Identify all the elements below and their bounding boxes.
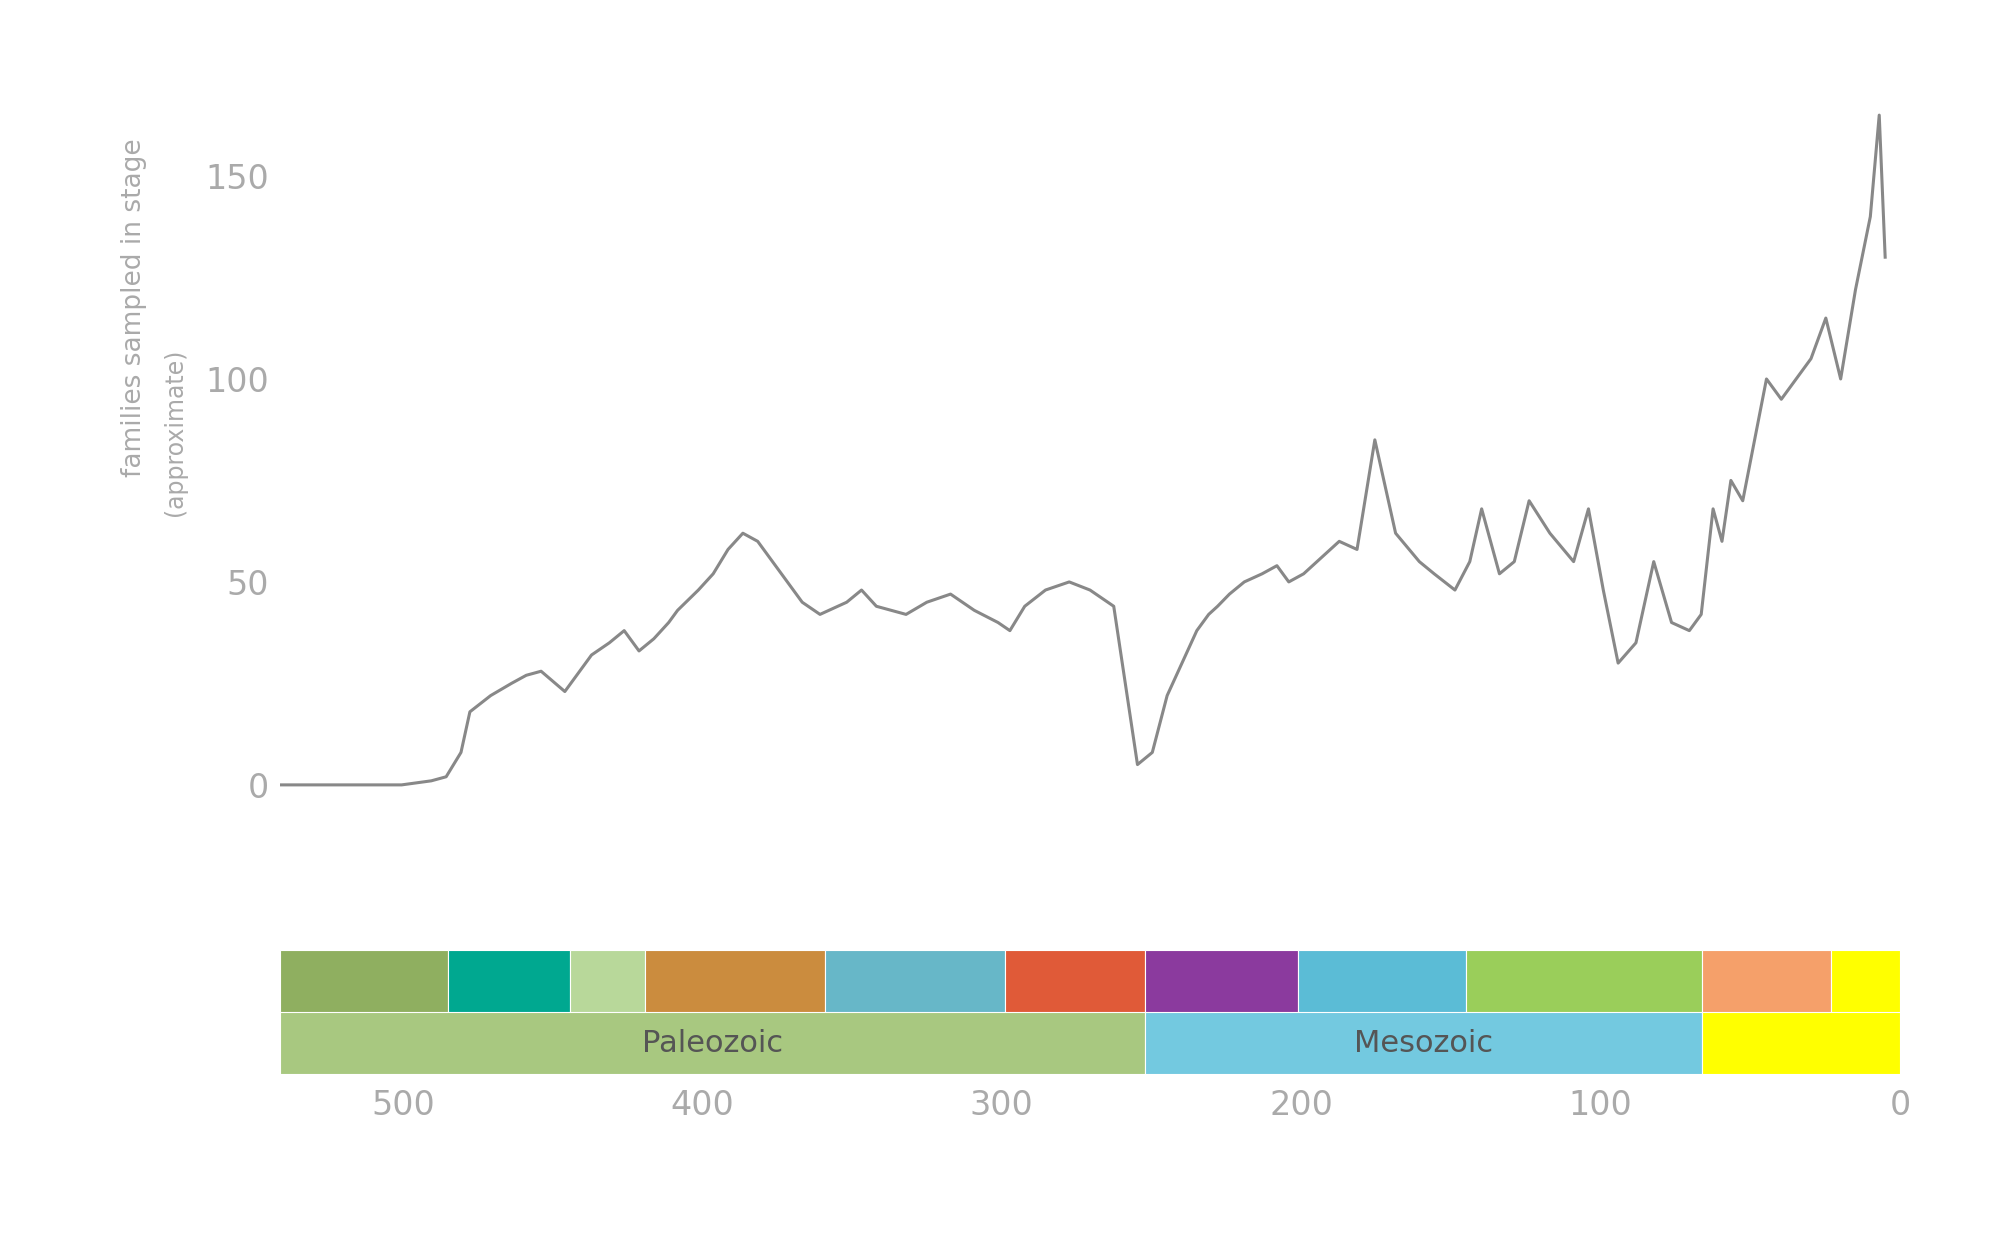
Bar xyxy=(1702,1012,1900,1074)
Bar xyxy=(824,950,1004,1012)
Bar xyxy=(1702,950,1832,1012)
Bar xyxy=(280,1012,1146,1074)
Bar xyxy=(570,950,646,1012)
Bar xyxy=(1298,950,1466,1012)
Bar xyxy=(1146,1012,1702,1074)
Text: 100: 100 xyxy=(1568,1089,1632,1123)
Text: 0: 0 xyxy=(1890,1089,1910,1123)
Bar xyxy=(1466,950,1702,1012)
Bar xyxy=(1832,950,1900,1012)
Bar xyxy=(280,950,448,1012)
Bar xyxy=(448,950,570,1012)
Text: 500: 500 xyxy=(370,1089,434,1123)
Bar xyxy=(646,950,824,1012)
Text: 200: 200 xyxy=(1270,1089,1334,1123)
Text: Paleozoic: Paleozoic xyxy=(642,1028,784,1058)
Bar xyxy=(1004,950,1146,1012)
Text: Mesozoic: Mesozoic xyxy=(1354,1028,1494,1058)
Text: (approximate): (approximate) xyxy=(162,349,186,515)
Bar xyxy=(1146,950,1298,1012)
Text: families sampled in stage: families sampled in stage xyxy=(122,138,148,477)
Text: 400: 400 xyxy=(670,1089,734,1123)
Text: 300: 300 xyxy=(970,1089,1034,1123)
